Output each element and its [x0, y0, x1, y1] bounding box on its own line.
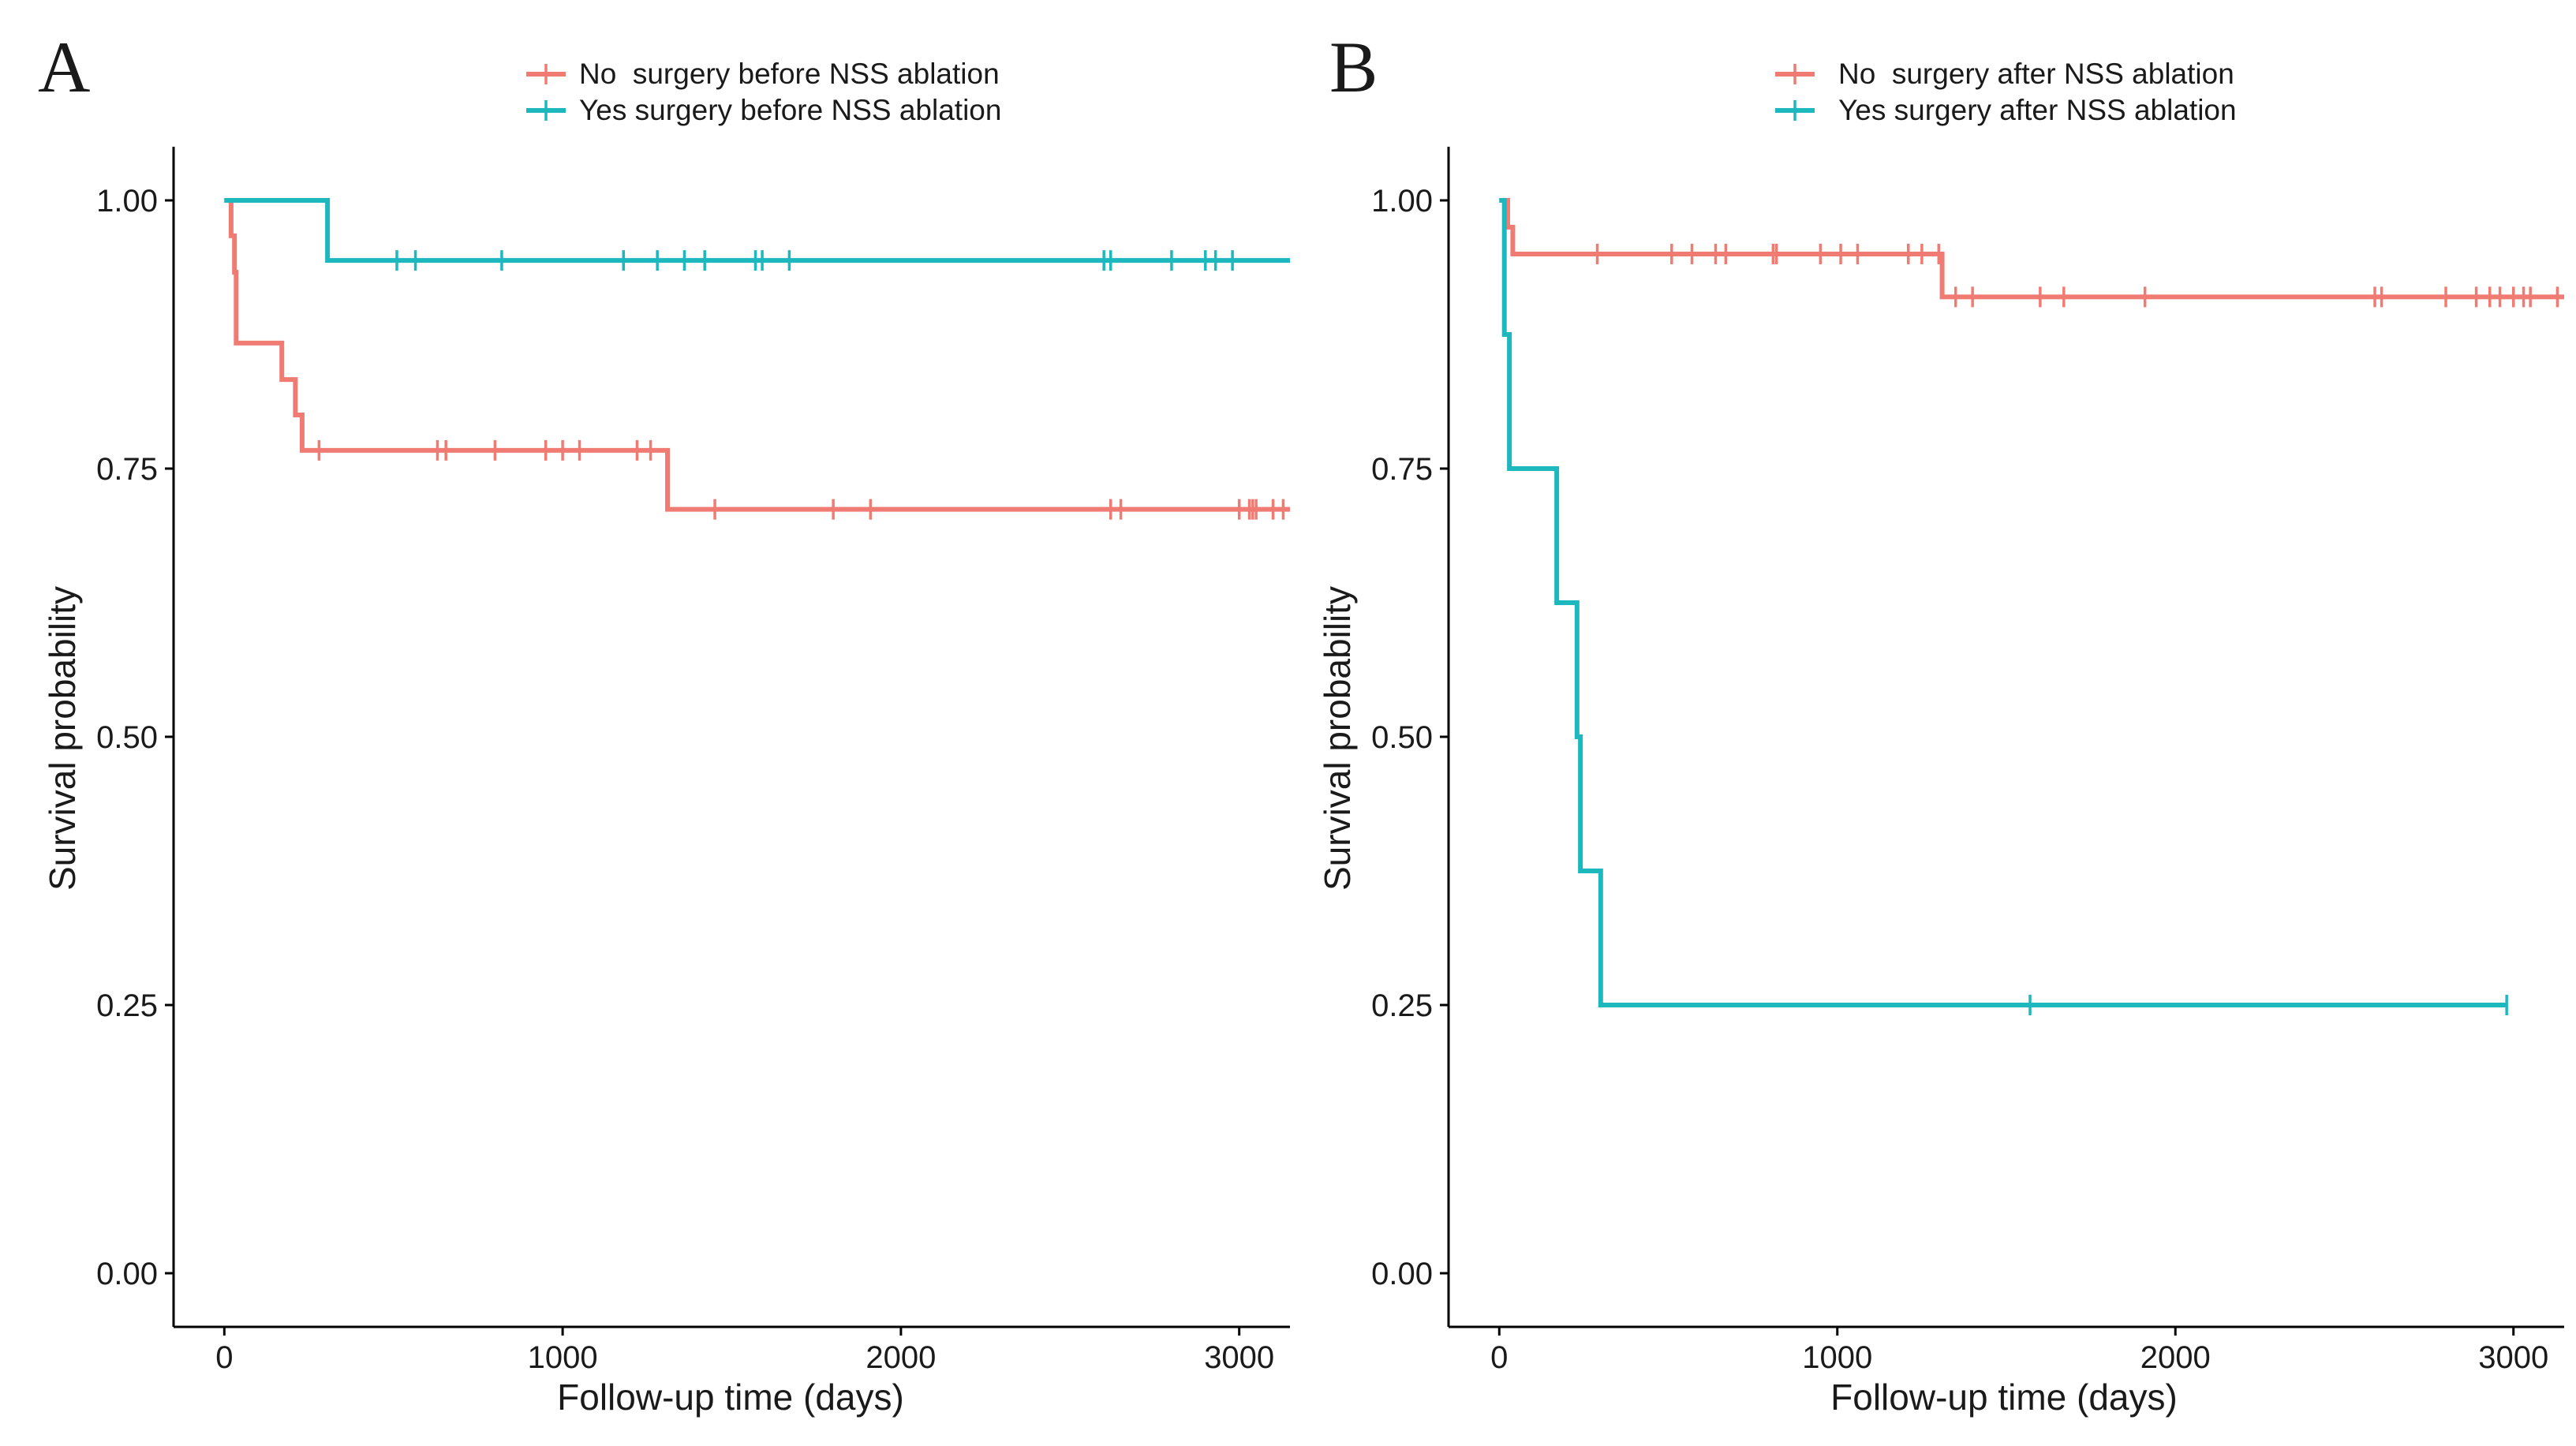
panel-a-y-axis-title: Survival probability: [42, 586, 83, 891]
panel-b-plot-area: 0.00 0.25 0.50 0.75 1.00 0 1000 2000 3000: [1371, 147, 2564, 1375]
panel-b-x-tick-label: 2000: [2140, 1340, 2211, 1375]
panel-b-x-tick-label: 3000: [2478, 1340, 2548, 1375]
panel-b-y-tick-label: 0.00: [1371, 1257, 1433, 1291]
panel-b-y-tick-label: 0.50: [1371, 720, 1433, 755]
panel-b-y-tick-label: 0.25: [1371, 988, 1433, 1023]
legend-yes-surgery-before-label: Yes surgery before NSS ablation: [579, 94, 1001, 126]
panel-a-x-tick-label: 1000: [528, 1340, 598, 1375]
panel-a-x-tick-label: 0: [215, 1340, 233, 1375]
panel-b: B No surgery after NSS ablation Yes surg…: [1317, 27, 2564, 1418]
legend-no-surgery-before-label: No surgery before NSS ablation: [579, 58, 1000, 90]
panel-a-y-tick-label: 0.00: [96, 1257, 158, 1291]
panel-b-y-axis-title: Survival probability: [1317, 586, 1358, 891]
panel-a-y-tick-label: 0.25: [96, 988, 158, 1023]
panel-a-x-tick-label: 2000: [866, 1340, 936, 1375]
panel-b-no-surgery-survival-curve: [1499, 198, 2564, 300]
panel-b-y-tick-label: 0.75: [1371, 452, 1433, 487]
panel-a-plot-area: 0.00 0.25 0.50 0.75 1.00 0 1000 2000 3000: [96, 147, 1290, 1375]
panel-b-legend: No surgery after NSS ablation Yes surger…: [1775, 58, 2237, 126]
panel-b-y-tick-label: 1.00: [1371, 184, 1433, 219]
panel-b-x-axis-title: Follow-up time (days): [1830, 1377, 2178, 1418]
panel-a: A No surgery before NSS ablation Yes sur…: [38, 27, 1290, 1418]
panel-b-x-tick-label: 1000: [1802, 1340, 1872, 1375]
panel-b-yes-surgery-survival-curve: [1499, 198, 2507, 1007]
panel-b-letter: B: [1329, 27, 1378, 107]
panel-a-x-tick-label: 3000: [1204, 1340, 1274, 1375]
legend-yes-surgery-after-label: Yes surgery after NSS ablation: [1838, 94, 2237, 126]
legend-no-surgery-after-label: No surgery after NSS ablation: [1838, 58, 2234, 90]
panel-a-no-surgery-survival-curve: [224, 198, 1290, 512]
panel-a-letter: A: [38, 27, 90, 107]
panel-a-y-tick-label: 0.75: [96, 452, 158, 487]
panel-a-yes-surgery-survival-curve: [224, 198, 1290, 263]
panel-a-y-tick-label: 0.50: [96, 720, 158, 755]
panel-b-x-tick-label: 0: [1490, 1340, 1508, 1375]
panel-a-y-tick-label: 1.00: [96, 184, 158, 219]
panel-a-x-axis-title: Follow-up time (days): [557, 1377, 904, 1418]
panel-a-legend: No surgery before NSS ablation Yes surge…: [526, 58, 1001, 126]
